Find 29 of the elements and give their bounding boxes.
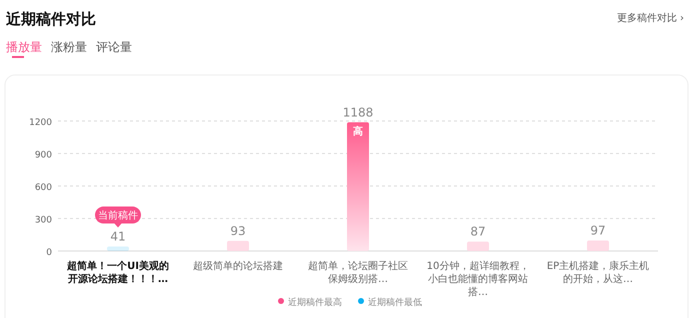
y-tick-label: 0 [46,248,52,258]
data-label: 97 [590,223,606,238]
bar [587,240,609,251]
y-tick-label: 1200 [29,118,52,128]
bar [467,242,489,251]
text: 评论量 [96,40,132,54]
annotation: 当前稿件 [98,210,138,222]
bar [347,122,369,251]
chart-title: 近期稿件对比 [5,10,96,28]
annotation: 高 [353,125,363,138]
data-label: 87 [470,224,486,239]
data-label: 41 [110,230,126,244]
text: 涨粉量 [51,40,87,54]
data-label: 93 [230,224,246,238]
x-tick-label: 超简单！一个UI美观的开源论坛搭建！！！… [66,260,169,285]
x-tick-label: EP主机搭建，康乐主机的开始，从这… [546,260,650,285]
text: 播放量 [6,40,42,54]
y-tick-label: 600 [34,183,52,193]
bar [227,240,249,251]
text: 更多稿件对比 › [616,12,684,24]
y-tick-label: 900 [34,150,52,160]
bar [107,246,129,251]
y-tick-label: 300 [34,216,52,226]
x-tick-label: 超简单，论坛圈子社区保姆级别搭… [308,260,408,285]
x-tick-label: 超级简单的论坛搭建 [193,260,283,272]
x-tick-label: 10分钟，超详细教程，小白也能懂的博客网站搭… [426,260,530,298]
data-label: 1188 [342,105,374,120]
legend-label: 近期稿件最低 [368,297,422,308]
legend-label: 近期稿件最高 [288,297,342,308]
